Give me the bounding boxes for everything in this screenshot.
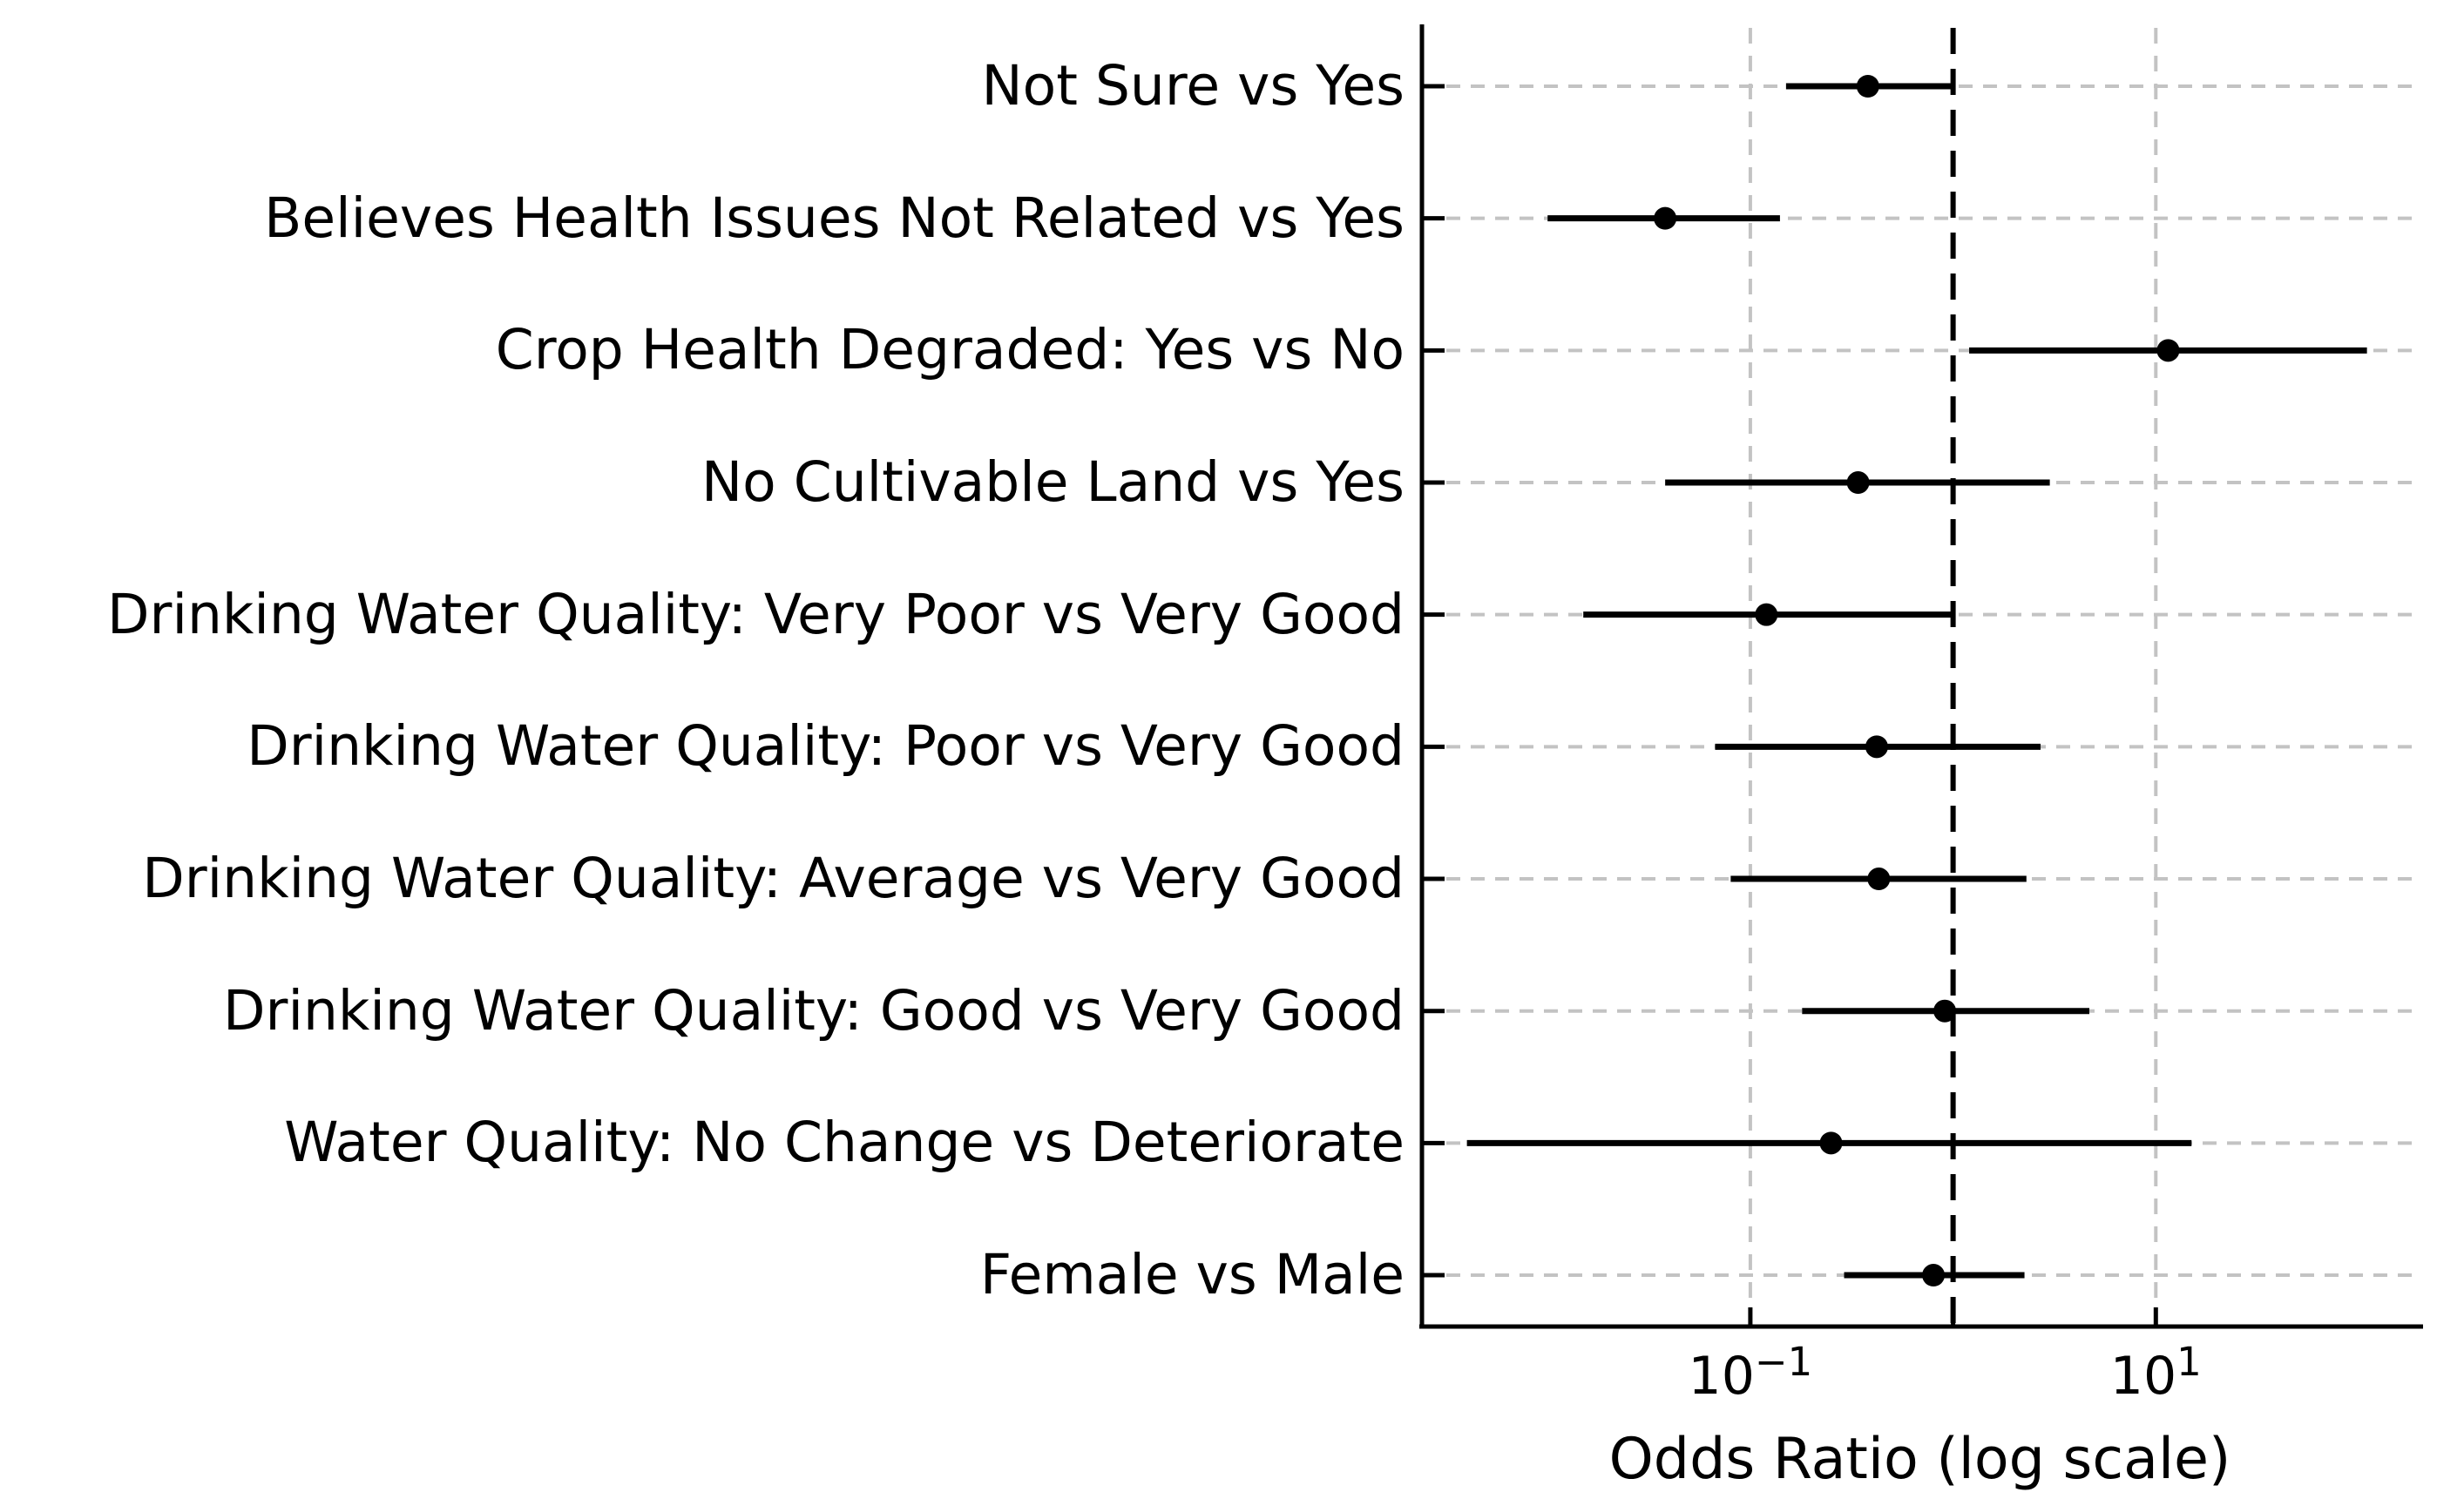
x-tick-base: 10 [1688, 1346, 1755, 1407]
x-tick-exponent: −1 [1754, 1339, 1813, 1385]
point-marker [1654, 206, 1677, 230]
point-marker [1867, 868, 1891, 891]
category-label: Believes Health Issues Not Related vs Ye… [264, 186, 1405, 250]
x-tick-label: 10−1 [1688, 1342, 1813, 1407]
category-label: Female vs Male [979, 1243, 1405, 1307]
x-tick-exponent: 1 [2176, 1339, 2202, 1385]
category-label: Not Sure vs Yes [981, 54, 1405, 118]
category-label: Drinking Water Quality: Very Poor vs Ver… [107, 582, 1405, 646]
category-label: Crop Health Degraded: Yes vs No [495, 318, 1405, 382]
x-tick-label: 101 [2109, 1342, 2202, 1407]
point-marker [1856, 75, 1879, 98]
point-marker [1922, 1264, 1946, 1287]
category-label: Drinking Water Quality: Poor vs Very Goo… [247, 714, 1405, 779]
category-label: Water Quality: No Change vs Deteriorate [284, 1111, 1405, 1175]
category-label: No Cultivable Land vs Yes [701, 450, 1405, 514]
point-marker [1755, 603, 1778, 626]
point-marker [1819, 1131, 1843, 1155]
point-marker [2156, 339, 2180, 362]
point-marker [1933, 999, 1957, 1023]
point-marker [1865, 735, 1888, 759]
category-label: Drinking Water Quality: Good vs Very Goo… [223, 978, 1405, 1043]
category-label: Drinking Water Quality: Average vs Very … [142, 847, 1405, 911]
x-tick-base: 10 [2109, 1346, 2177, 1407]
x-axis-title: Odds Ratio (log scale) [1608, 1427, 2231, 1492]
point-marker [1846, 471, 1870, 495]
